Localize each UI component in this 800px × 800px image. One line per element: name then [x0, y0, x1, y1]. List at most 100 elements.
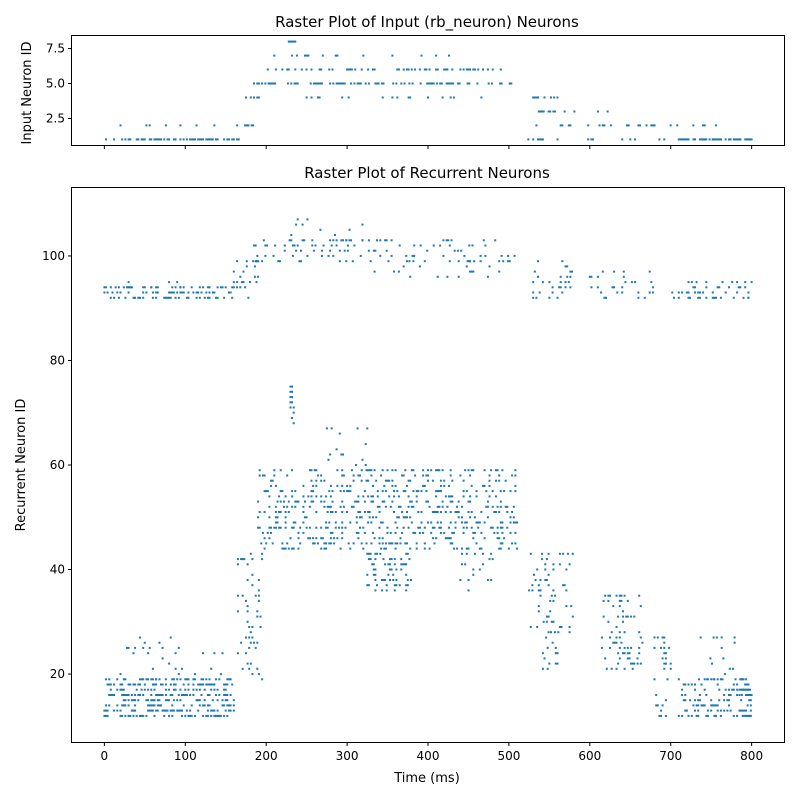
- recurrent-spike: [124, 704, 127, 707]
- recurrent-spike: [390, 568, 393, 571]
- input-spike: [547, 110, 550, 113]
- recurrent-spike: [512, 505, 515, 508]
- recurrent-spike: [192, 678, 195, 681]
- recurrent-spike: [274, 526, 277, 529]
- recurrent-spike: [257, 526, 260, 529]
- input-spike: [431, 82, 433, 85]
- recurrent-spike: [698, 291, 701, 294]
- recurrent-spike: [603, 296, 606, 299]
- recurrent-spike: [105, 714, 107, 717]
- recurrent-spike: [512, 521, 515, 524]
- recurrent-spike: [658, 714, 661, 717]
- recurrent-spike: [226, 699, 229, 702]
- recurrent-spike: [409, 516, 412, 519]
- recurrent-spike: [722, 657, 725, 660]
- recurrent-spike: [291, 254, 294, 257]
- recurrent-spike: [121, 714, 124, 717]
- recurrent-spike: [552, 620, 555, 623]
- recurrent-spike: [738, 688, 741, 691]
- recurrent-spike: [637, 296, 640, 299]
- recurrent-spike: [446, 505, 449, 508]
- recurrent-spike: [384, 505, 387, 508]
- recurrent-spike: [326, 526, 329, 529]
- recurrent-spike: [292, 547, 295, 550]
- recurrent-spike: [365, 542, 368, 545]
- input-spike: [458, 82, 461, 85]
- recurrent-spike: [134, 694, 137, 696]
- recurrent-spike: [232, 704, 235, 707]
- recurrent-spike: [246, 563, 249, 566]
- recurrent-spike: [703, 704, 706, 707]
- recurrent-spike: [739, 286, 742, 289]
- recurrent-spike: [399, 505, 402, 508]
- recurrent-spike: [568, 631, 571, 634]
- recurrent-spike: [406, 484, 408, 487]
- recurrent-spike: [215, 678, 217, 681]
- recurrent-spike: [457, 500, 460, 503]
- recurrent-spike: [664, 699, 667, 702]
- recurrent-spike: [346, 244, 349, 247]
- recurrent-spike: [263, 537, 266, 540]
- input-spike: [601, 124, 604, 127]
- recurrent-spike: [493, 511, 496, 513]
- recurrent-spike: [254, 594, 257, 597]
- recurrent-spike: [420, 490, 423, 493]
- recurrent-spike: [302, 531, 305, 534]
- recurrent-spike: [308, 469, 311, 472]
- recurrent-spike: [370, 474, 373, 477]
- recurrent-spike: [480, 511, 483, 513]
- recurrent-spike: [325, 495, 328, 498]
- recurrent-spike: [290, 234, 293, 236]
- recurrent-spike: [226, 694, 229, 696]
- recurrent-spike: [435, 495, 438, 498]
- recurrent-spike: [224, 699, 227, 702]
- recurrent-spike: [164, 709, 167, 712]
- recurrent-spike: [341, 484, 344, 487]
- recurrent-spike: [342, 490, 345, 493]
- recurrent-spike: [139, 636, 141, 639]
- recurrent-spike: [547, 573, 550, 576]
- input-spike: [472, 68, 475, 71]
- input-spike: [448, 54, 450, 57]
- input-spike: [446, 68, 449, 71]
- recurrent-spike: [251, 573, 254, 576]
- input-spike: [685, 138, 688, 141]
- input-spike: [715, 138, 717, 141]
- input-spike: [445, 82, 448, 85]
- recurrent-spike: [374, 249, 377, 252]
- recurrent-spike: [256, 641, 259, 644]
- recurrent-spike: [456, 547, 459, 550]
- recurrent-spike: [444, 511, 447, 513]
- recurrent-spike: [554, 662, 557, 665]
- recurrent-ytick-label: 100: [42, 249, 65, 263]
- recurrent-spike: [694, 709, 696, 712]
- recurrent-spike: [319, 228, 322, 231]
- recurrent-spike: [418, 265, 421, 268]
- recurrent-spike: [556, 662, 559, 665]
- recurrent-spike: [127, 694, 130, 696]
- recurrent-spike: [151, 683, 154, 686]
- recurrent-spike: [422, 484, 425, 487]
- recurrent-spike: [664, 657, 667, 660]
- recurrent-spike: [404, 516, 407, 519]
- recurrent-spike: [119, 688, 122, 691]
- recurrent-spike: [367, 249, 370, 252]
- recurrent-spike: [270, 531, 272, 534]
- input-spike: [380, 82, 383, 85]
- recurrent-spike: [590, 275, 593, 278]
- recurrent-spike: [160, 683, 162, 686]
- recurrent-spike: [415, 500, 418, 503]
- input-spike: [346, 68, 349, 71]
- recurrent-spike: [469, 500, 472, 503]
- recurrent-spike: [326, 505, 329, 508]
- recurrent-spike: [451, 500, 454, 503]
- recurrent-spike: [359, 254, 362, 257]
- recurrent-spike: [378, 511, 381, 513]
- recurrent-raster-spikes: [103, 218, 753, 717]
- input-spike: [124, 138, 127, 141]
- recurrent-spike: [172, 678, 175, 681]
- recurrent-spike: [472, 573, 475, 576]
- recurrent-spike: [468, 244, 471, 247]
- recurrent-spike: [378, 537, 381, 540]
- recurrent-spike: [694, 291, 696, 294]
